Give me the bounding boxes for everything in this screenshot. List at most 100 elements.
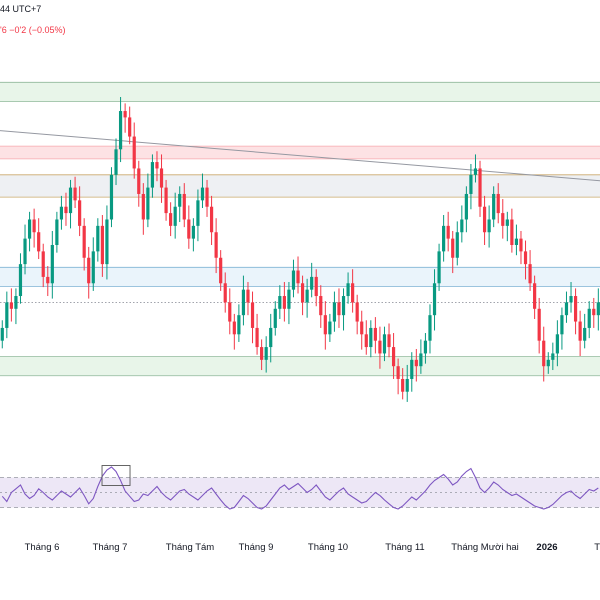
candle-body-22 [100,225,104,265]
candle-body-55 [250,302,255,328]
x-tick-label: 2026 [536,542,557,553]
candle-body-68 [310,276,314,290]
candle-body-17 [78,200,82,226]
zone-resistance-top [0,82,600,102]
candle-body-74 [337,302,341,316]
candle-body-105 [478,168,482,207]
candle-body-30 [137,168,141,194]
candle-body-18 [82,225,86,258]
candle-body-91 [414,359,418,367]
candle-body-115 [523,251,528,265]
candle-body-82 [373,327,377,341]
candle-body-66 [300,283,305,303]
candle-body-75 [341,296,346,316]
candle-body-58 [264,347,268,360]
candle-body-70 [319,296,323,316]
candle-body-27 [123,111,127,118]
zone-support-green [0,356,600,376]
candle-body-43 [196,200,200,226]
candle-body-131 [596,302,600,316]
candle-body-120 [546,359,550,367]
candle-body-101 [460,219,464,233]
candle-body-20 [91,251,95,284]
x-tick-label: Tháng Mười hai [451,542,519,553]
candle-body-100 [455,232,459,258]
candle-body-81 [369,327,373,348]
candle-body-73 [332,302,337,322]
candle-body-119 [542,340,546,367]
candle-body-83 [378,340,382,354]
header-timezone: 44 UTC+7 [0,4,42,14]
candle-body-25 [114,149,118,175]
x-tick-label: T [594,542,600,553]
candle-body-12 [55,219,59,245]
candle-body-23 [105,219,109,265]
candle-body-125 [569,296,573,303]
x-tick-label: Tháng Tám [166,542,214,553]
candle-body-93 [423,340,428,354]
candle-body-63 [287,289,291,309]
candle-body-92 [419,353,423,367]
candle-body-24 [109,174,114,220]
candle-body-11 [50,245,54,284]
candle-body-64 [291,270,296,290]
candle-body-124 [564,302,569,316]
candle-body-53 [241,289,246,316]
x-tick-label: Tháng 10 [308,542,348,553]
candle-body-87 [396,366,400,379]
candle-body-14 [64,206,68,214]
candle-body-1 [5,302,9,328]
candle-body-5 [23,238,27,265]
candle-body-60 [273,308,277,328]
candle-body-89 [405,378,409,392]
candle-body-84 [382,334,387,354]
candle-body-50 [228,302,232,322]
candle-body-109 [496,193,500,214]
candle-body-114 [519,238,523,252]
candle-body-90 [410,359,414,379]
candle-body-35 [159,168,164,188]
candle-body-76 [346,283,350,297]
candle-body-26 [118,111,123,150]
candle-body-32 [146,187,150,220]
candle-body-106 [482,206,487,233]
candle-body-40 [182,193,186,220]
candle-body-36 [164,187,168,214]
candle-body-69 [314,276,318,297]
candle-body-42 [191,225,195,239]
x-tick-label: Tháng 9 [239,542,274,553]
candle-body-34 [155,162,159,169]
candle-body-39 [178,193,182,207]
candle-body-78 [355,302,359,322]
candle-body-72 [328,321,332,335]
candle-body-56 [255,327,259,348]
candle-body-94 [428,315,432,341]
candle-body-21 [96,225,100,252]
rsi-annotation-box [101,465,131,486]
candle-body-71 [323,315,327,335]
candle-body-51 [232,321,236,335]
candle-body-49 [223,283,227,303]
candle-body-97 [442,225,446,252]
candle-body-46 [209,206,214,233]
candle-body-48 [219,257,223,284]
candle-body-79 [360,321,364,335]
candle-body-0 [0,327,4,341]
candle-body-41 [187,219,191,239]
candle-body-99 [451,238,455,258]
zone-supply-grey [0,174,600,198]
candle-body-15 [68,187,73,214]
candle-body-65 [296,270,300,284]
candle-body-4 [18,264,23,297]
candle-body-16 [73,187,77,201]
candle-body-104 [473,168,478,175]
candle-body-113 [514,238,519,245]
header-price-change: '6 −0'2 (−0.05%) [0,25,66,35]
candle-body-96 [437,251,441,284]
trendline [0,130,600,182]
candle-body-98 [446,225,450,239]
candle-body-112 [510,219,514,245]
zone-resistance-red [0,146,600,159]
candle-body-29 [132,136,136,169]
